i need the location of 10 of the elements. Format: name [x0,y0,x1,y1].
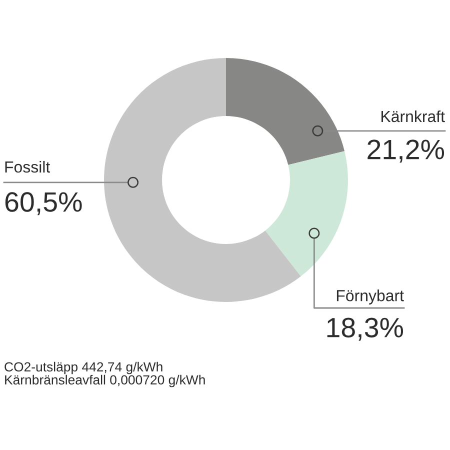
slice-label: Förnybart [336,290,404,304]
slice-label: Kärnkraft [382,110,445,122]
slice-label: Fossilt [5,160,50,173]
text: CO2-utsläpp 442,74 g/kWh [4,362,162,374]
donut-slice [265,151,348,276]
donut-slice [104,58,301,302]
data-label: 18,3% [327,318,404,341]
text: Kärnbränsleavfall 0,000720 g/kWh [5,374,205,388]
data-label: 21,2% [368,140,444,163]
data-label: 60,5% [5,192,82,216]
